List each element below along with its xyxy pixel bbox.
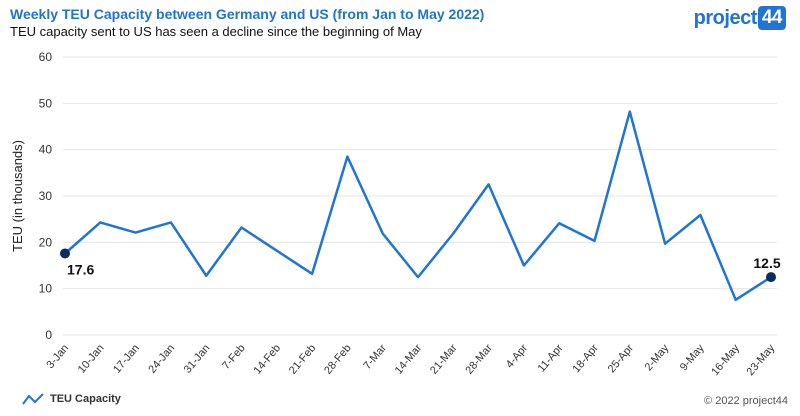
data-point-marker <box>766 272 776 283</box>
y-tick-label: 40 <box>39 143 53 157</box>
x-tick-label: 16-May <box>709 342 742 378</box>
x-tick-label: 24-Jan <box>146 342 177 375</box>
y-tick-label: 50 <box>39 96 53 110</box>
y-axis-label: TEU (in thousands) <box>10 140 25 252</box>
x-tick-label: 14-Feb <box>251 342 283 376</box>
x-tick-label: 4-Apr <box>504 342 531 371</box>
logo-badge: 44 <box>757 6 786 30</box>
data-label: 12.5 <box>753 255 780 271</box>
x-tick-label: 7-Feb <box>220 342 248 372</box>
y-tick-label: 60 <box>39 50 53 64</box>
x-tick-label: 21-Feb <box>287 342 319 376</box>
x-tick-label: 25-Apr <box>606 342 637 375</box>
y-tick-label: 0 <box>45 328 52 342</box>
series-line <box>63 110 773 302</box>
logo-text: project <box>693 6 758 29</box>
x-tick-label: 31-Jan <box>182 342 213 375</box>
y-tick-label: 10 <box>39 282 53 296</box>
chart-title: Weekly TEU Capacity between Germany and … <box>10 6 485 22</box>
x-tick-label: 18-Apr <box>570 342 601 375</box>
project44-logo: project 44 <box>694 5 786 31</box>
x-tick-label: 10-Jan <box>76 342 107 375</box>
x-tick-label: 28-Mar <box>463 342 495 377</box>
legend: TEU Capacity <box>22 393 121 405</box>
x-tick-label: 14-Mar <box>393 342 425 377</box>
line-series-icon <box>22 393 44 405</box>
x-tick-label: 7-Mar <box>361 342 389 372</box>
x-tick-label: 3-Jan <box>44 342 71 371</box>
x-tick-label: 11-Apr <box>536 342 566 375</box>
x-tick-label: 28-Feb <box>322 342 354 376</box>
y-tick-label: 20 <box>39 235 53 249</box>
copyright: © 2022 project44 <box>704 395 788 407</box>
y-tick-label: 30 <box>39 189 53 203</box>
x-tick-label: 9-May <box>678 342 707 374</box>
x-tick-label: 21-Mar <box>428 342 460 377</box>
chart-subtitle: TEU capacity sent to US has seen a decli… <box>10 24 422 39</box>
data-label: 17.6 <box>67 261 94 277</box>
x-tick-label: 23-May <box>745 342 778 378</box>
x-tick-label: 2-May <box>643 342 672 374</box>
x-tick-label: 17-Jan <box>111 342 142 375</box>
data-point-marker <box>60 248 70 259</box>
legend-label: TEU Capacity <box>50 393 121 405</box>
